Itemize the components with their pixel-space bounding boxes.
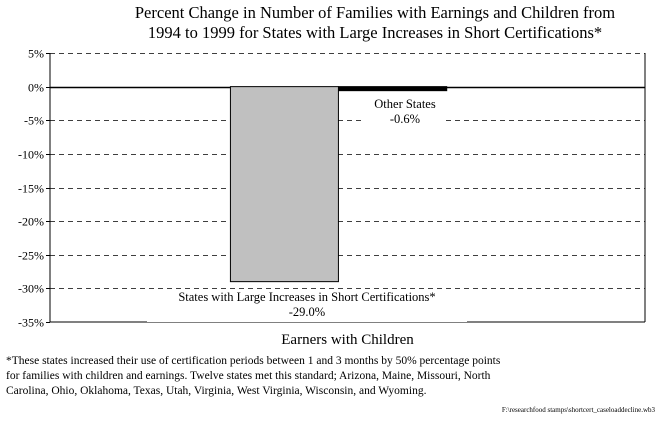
bar-1-label-line-1: States with Large Increases in Short Cer… [178, 290, 435, 304]
y-tick-label: -25% [18, 249, 44, 263]
y-tick-label: -10% [18, 148, 44, 162]
footnote-line-3: Carolina, Ohio, Oklahoma, Texas, Utah, V… [6, 385, 427, 397]
y-tick-label: -5% [24, 114, 44, 128]
data-labels: States with Large Increases in Short Cer… [147, 97, 467, 322]
bar-2-label-line-2: -0.6% [390, 112, 420, 126]
chart-title-line-1: Percent Change in Number of Families wit… [134, 3, 616, 22]
footnote-line-2: for families with children and earnings.… [6, 370, 491, 382]
x-axis-label: Earners with Children [281, 332, 414, 348]
gridlines [50, 53, 645, 289]
y-tick-label: -30% [18, 282, 44, 296]
bar-2-label-line-1: Other States [374, 97, 436, 111]
bar-1-label: States with Large Increases in Short Cer… [147, 290, 467, 322]
footnote-line-1: *These states increased their use of cer… [6, 355, 501, 367]
y-tick-label: -20% [18, 215, 44, 229]
file-path: F:\researchfood stamps\shortcert_caseloa… [501, 406, 655, 414]
bar-1-label-line-2: -29.0% [289, 305, 325, 319]
bar-1 [229, 86, 339, 283]
bars [229, 86, 448, 283]
bar-2-label: Other States-0.6% [365, 97, 445, 129]
bar-2 [338, 86, 448, 92]
y-tick-label: -15% [18, 182, 44, 196]
y-tick-label: 0% [28, 81, 44, 95]
chart-title-line-2: 1994 to 1999 for States with Large Incre… [147, 23, 603, 42]
y-tick-label: -35% [18, 316, 44, 330]
y-tick-label: 5% [28, 47, 44, 61]
